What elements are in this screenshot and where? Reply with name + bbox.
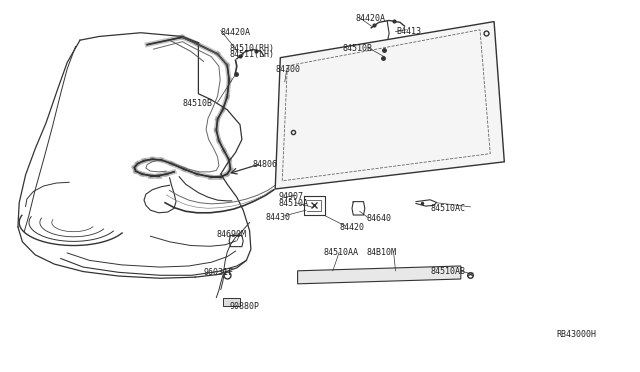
Text: 96031F: 96031F [204,268,234,277]
Text: 84640: 84640 [366,214,391,223]
Text: 84510B: 84510B [342,44,372,53]
Text: 84B10M: 84B10M [366,248,396,257]
Polygon shape [275,22,504,189]
Polygon shape [223,298,240,306]
Text: 84806: 84806 [253,160,278,169]
Text: 84511(LH): 84511(LH) [229,50,274,59]
Text: 84510A: 84510A [278,199,308,208]
Text: 84510AA: 84510AA [323,248,358,257]
Text: 84510AB: 84510AB [430,267,465,276]
Text: 90880P: 90880P [229,302,259,311]
Text: 84510AC: 84510AC [430,204,465,213]
Text: 84420: 84420 [339,223,364,232]
Text: 84510B: 84510B [182,99,212,108]
Text: 84420A: 84420A [221,28,251,37]
Text: RB43000H: RB43000H [557,330,596,339]
Text: 84300: 84300 [275,65,300,74]
Text: B4413: B4413 [397,27,422,36]
Text: 84510(RH): 84510(RH) [229,44,274,53]
Polygon shape [298,266,461,284]
Text: 84420A: 84420A [355,14,385,23]
Text: 84430: 84430 [266,213,291,222]
Text: 84690M: 84690M [216,230,246,239]
Text: 94907: 94907 [278,192,303,201]
